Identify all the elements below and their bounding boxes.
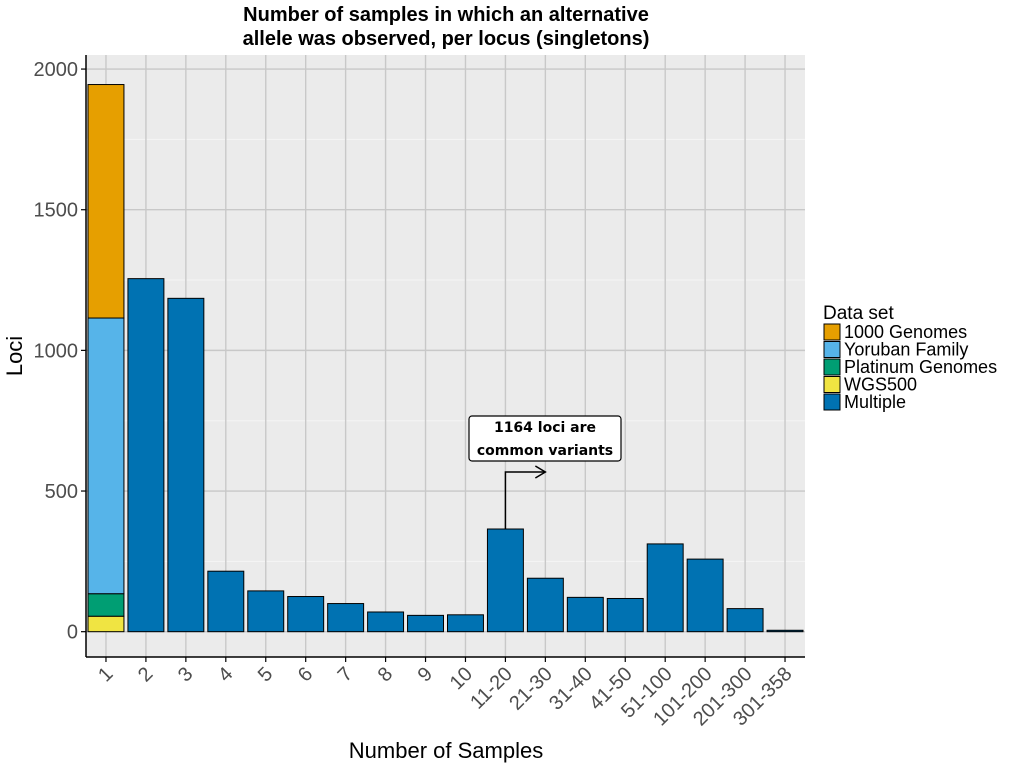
bar-multiple [486, 528, 524, 633]
y-tick-label: 500 [45, 481, 78, 503]
legend-label-platinum-genomes: Platinum Genomes [844, 357, 997, 377]
y-tick-label: 2000 [34, 59, 79, 81]
bar-multiple [766, 629, 804, 633]
x-tick-label: 5 [254, 663, 277, 686]
x-axis-title: Number of Samples [349, 738, 543, 763]
bar-yoruban-family [87, 317, 125, 595]
bar-multiple [526, 577, 564, 633]
y-tick-label: 1500 [34, 200, 79, 222]
bar-multiple [566, 596, 604, 633]
annotation-arrow [504, 471, 546, 530]
bar-multiple [127, 278, 165, 633]
bar-multiple [207, 570, 245, 633]
bar-1000-genomes [87, 84, 125, 319]
bar-platinum-genomes [87, 593, 125, 617]
bar-multiple [407, 614, 445, 633]
bar-wgs500 [87, 615, 125, 633]
annotation-line-2: common variants [477, 443, 613, 459]
bar-multiple [606, 597, 644, 633]
bar-multiple [686, 558, 724, 633]
y-tick-label: 0 [67, 622, 78, 644]
x-tick-label: 11-20 [466, 663, 517, 714]
bar-multiple [327, 603, 365, 633]
legend-label-yoruban-family: Yoruban Family [844, 340, 968, 360]
bar-multiple [726, 608, 764, 633]
annotation-box [468, 415, 622, 462]
annotation: 1164 loci are common variants [468, 415, 622, 530]
legend-key-1000-genomes [823, 323, 841, 341]
x-tick-label: 2 [134, 663, 157, 686]
x-tick-label: 10 [446, 663, 477, 694]
bar-multiple [367, 611, 405, 633]
chart-title-line-2: allele was observed, per locus (singleto… [243, 28, 650, 50]
x-tick-label: 6 [294, 663, 317, 686]
bar-multiple [167, 297, 205, 633]
x-ticks: 1 2 3 4 5 6 7 8 9 1011-2021-3031-4041-5051-100101… [94, 657, 797, 730]
y-tick-label: 1000 [34, 340, 79, 362]
bar-multiple [247, 590, 285, 633]
legend-key-wgs500 [823, 376, 841, 393]
y-axis-title: Loci [2, 336, 27, 376]
x-tick-label: 21-30 [505, 663, 557, 715]
legend-label-multiple: Multiple [844, 392, 906, 412]
plot-panel [86, 55, 805, 657]
y-ticks: 0 500 1000 1500 2000 [34, 59, 86, 644]
x-tick-label: 4 [214, 663, 237, 686]
bars [87, 84, 804, 633]
bar-multiple [287, 596, 325, 633]
legend-key-yoruban-family [823, 341, 841, 358]
legend-label-1000-genomes: 1000 Genomes [844, 322, 967, 342]
legend-title: Data set [823, 303, 894, 324]
legend-key-multiple [823, 393, 841, 411]
x-tick-label: 3 [174, 663, 197, 686]
chart-title-line-1: Number of samples in which an alternativ… [243, 4, 649, 26]
bar-multiple [646, 543, 684, 633]
x-tick-label: 31-40 [545, 663, 597, 715]
x-tick-label: 1 [94, 663, 117, 686]
annotation-line-1: 1164 loci are [494, 420, 596, 436]
legend-label-wgs500: WGS500 [844, 375, 917, 395]
annotation-arrowhead [534, 465, 547, 479]
bar-multiple [446, 614, 484, 633]
x-tick-label: 9 [414, 663, 437, 686]
x-tick-label: 8 [374, 663, 397, 686]
legend-key-platinum-genomes [823, 358, 841, 376]
x-tick-label: 7 [334, 663, 357, 686]
